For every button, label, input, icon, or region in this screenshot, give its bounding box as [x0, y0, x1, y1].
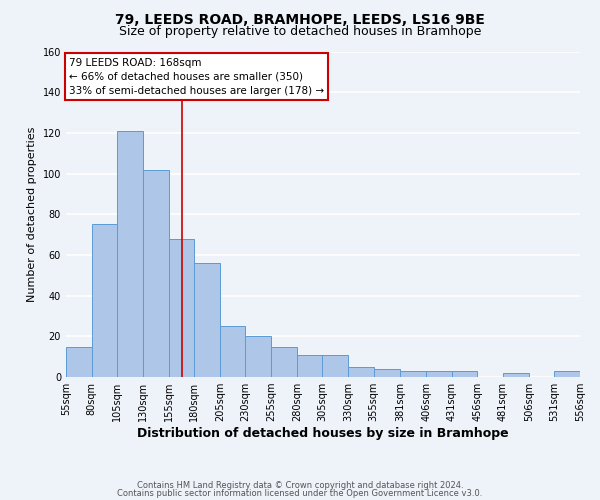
X-axis label: Distribution of detached houses by size in Bramhope: Distribution of detached houses by size …: [137, 427, 509, 440]
Bar: [245, 336, 271, 377]
Text: 79 LEEDS ROAD: 168sqm
← 66% of detached houses are smaller (350)
33% of semi-det: 79 LEEDS ROAD: 168sqm ← 66% of detached …: [69, 58, 324, 96]
Text: 79, LEEDS ROAD, BRAMHOPE, LEEDS, LS16 9BE: 79, LEEDS ROAD, BRAMHOPE, LEEDS, LS16 9B…: [115, 12, 485, 26]
Y-axis label: Number of detached properties: Number of detached properties: [27, 126, 37, 302]
Bar: [117, 131, 143, 377]
Bar: [92, 224, 117, 377]
Bar: [452, 371, 478, 377]
Bar: [66, 346, 92, 377]
Bar: [220, 326, 245, 377]
Bar: [194, 263, 220, 377]
Bar: [503, 373, 529, 377]
Bar: [143, 170, 169, 377]
Text: Contains HM Land Registry data © Crown copyright and database right 2024.: Contains HM Land Registry data © Crown c…: [137, 481, 463, 490]
Bar: [374, 369, 400, 377]
Bar: [297, 354, 322, 377]
Text: Size of property relative to detached houses in Bramhope: Size of property relative to detached ho…: [119, 25, 481, 38]
Bar: [348, 367, 374, 377]
Bar: [426, 371, 452, 377]
Bar: [322, 354, 348, 377]
Text: Contains public sector information licensed under the Open Government Licence v3: Contains public sector information licen…: [118, 488, 482, 498]
Bar: [554, 371, 580, 377]
Bar: [400, 371, 426, 377]
Bar: [271, 346, 297, 377]
Bar: [169, 238, 194, 377]
